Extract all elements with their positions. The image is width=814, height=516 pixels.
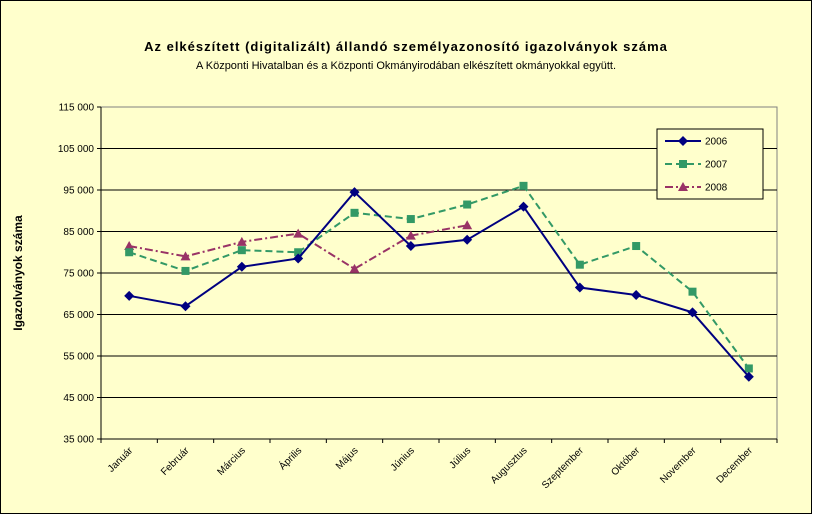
y-axis-label: Igazolványok száma bbox=[11, 215, 25, 331]
data-point bbox=[631, 289, 642, 300]
chart-title: Az elkészített (digitalizált) állandó sz… bbox=[144, 39, 668, 54]
data-point bbox=[678, 136, 688, 146]
data-point bbox=[349, 187, 360, 198]
data-point bbox=[574, 282, 585, 293]
data-point bbox=[236, 261, 247, 272]
data-point bbox=[349, 263, 360, 273]
x-tick-label: November bbox=[658, 445, 699, 486]
data-point bbox=[518, 201, 529, 212]
data-point bbox=[236, 236, 247, 246]
data-point bbox=[124, 290, 135, 301]
legend-label: 2006 bbox=[705, 137, 728, 148]
data-point bbox=[124, 241, 135, 251]
x-tick-label: Február bbox=[159, 445, 192, 478]
data-point bbox=[237, 246, 246, 255]
legend-label: 2007 bbox=[705, 160, 728, 171]
data-point bbox=[350, 208, 359, 217]
legend: 2006 2007 2008 bbox=[656, 128, 764, 200]
series-layer bbox=[124, 181, 754, 382]
data-point bbox=[678, 182, 688, 191]
data-point bbox=[575, 260, 584, 269]
series-line-2006 bbox=[128, 190, 750, 378]
x-tick-label: Szeptember bbox=[540, 445, 586, 491]
series-line-2007 bbox=[128, 184, 750, 370]
y-tick-label: 115 000 bbox=[59, 103, 95, 114]
y-tick-label: 45 000 bbox=[63, 393, 94, 404]
x-tick-label: Május bbox=[334, 445, 361, 472]
data-point bbox=[744, 364, 753, 373]
y-tick-label: 95 000 bbox=[63, 186, 94, 197]
y-tick-label: 65 000 bbox=[63, 310, 94, 321]
x-tick-label: Október bbox=[609, 445, 642, 478]
x-tick-label: Március bbox=[215, 445, 248, 478]
x-tick-label: Április bbox=[276, 444, 304, 472]
y-tick-label: 75 000 bbox=[63, 269, 94, 280]
data-point bbox=[632, 242, 641, 251]
y-tick-label: 105 000 bbox=[58, 144, 95, 155]
data-point bbox=[679, 160, 687, 168]
data-point bbox=[743, 371, 754, 382]
data-point bbox=[519, 181, 528, 190]
data-point bbox=[125, 248, 134, 257]
chart-subtitle: A Központi Hivatalban és a Központi Okmá… bbox=[196, 60, 616, 72]
data-point bbox=[405, 230, 416, 240]
data-point bbox=[180, 251, 191, 261]
data-point bbox=[180, 301, 191, 312]
data-point bbox=[405, 241, 416, 252]
data-point bbox=[687, 307, 698, 318]
data-point bbox=[462, 220, 473, 230]
x-tick-label: December bbox=[715, 445, 756, 486]
data-point bbox=[406, 215, 415, 224]
data-point bbox=[688, 287, 697, 296]
data-point bbox=[463, 200, 472, 209]
x-tick-label: Augusztus bbox=[489, 445, 530, 486]
y-tick-label: 35 000 bbox=[63, 435, 94, 446]
legend-label: 2008 bbox=[705, 183, 728, 194]
x-tick-label: Július bbox=[447, 445, 473, 471]
data-point bbox=[293, 228, 304, 238]
data-point bbox=[294, 248, 303, 257]
y-tick-label: 55 000 bbox=[63, 352, 94, 363]
data-point bbox=[462, 234, 473, 245]
x-tick-label: Január bbox=[106, 445, 136, 475]
y-tick-label: 85 000 bbox=[63, 227, 94, 238]
data-point bbox=[181, 266, 190, 275]
data-point bbox=[293, 253, 304, 264]
x-tick-label: Június bbox=[389, 445, 417, 473]
